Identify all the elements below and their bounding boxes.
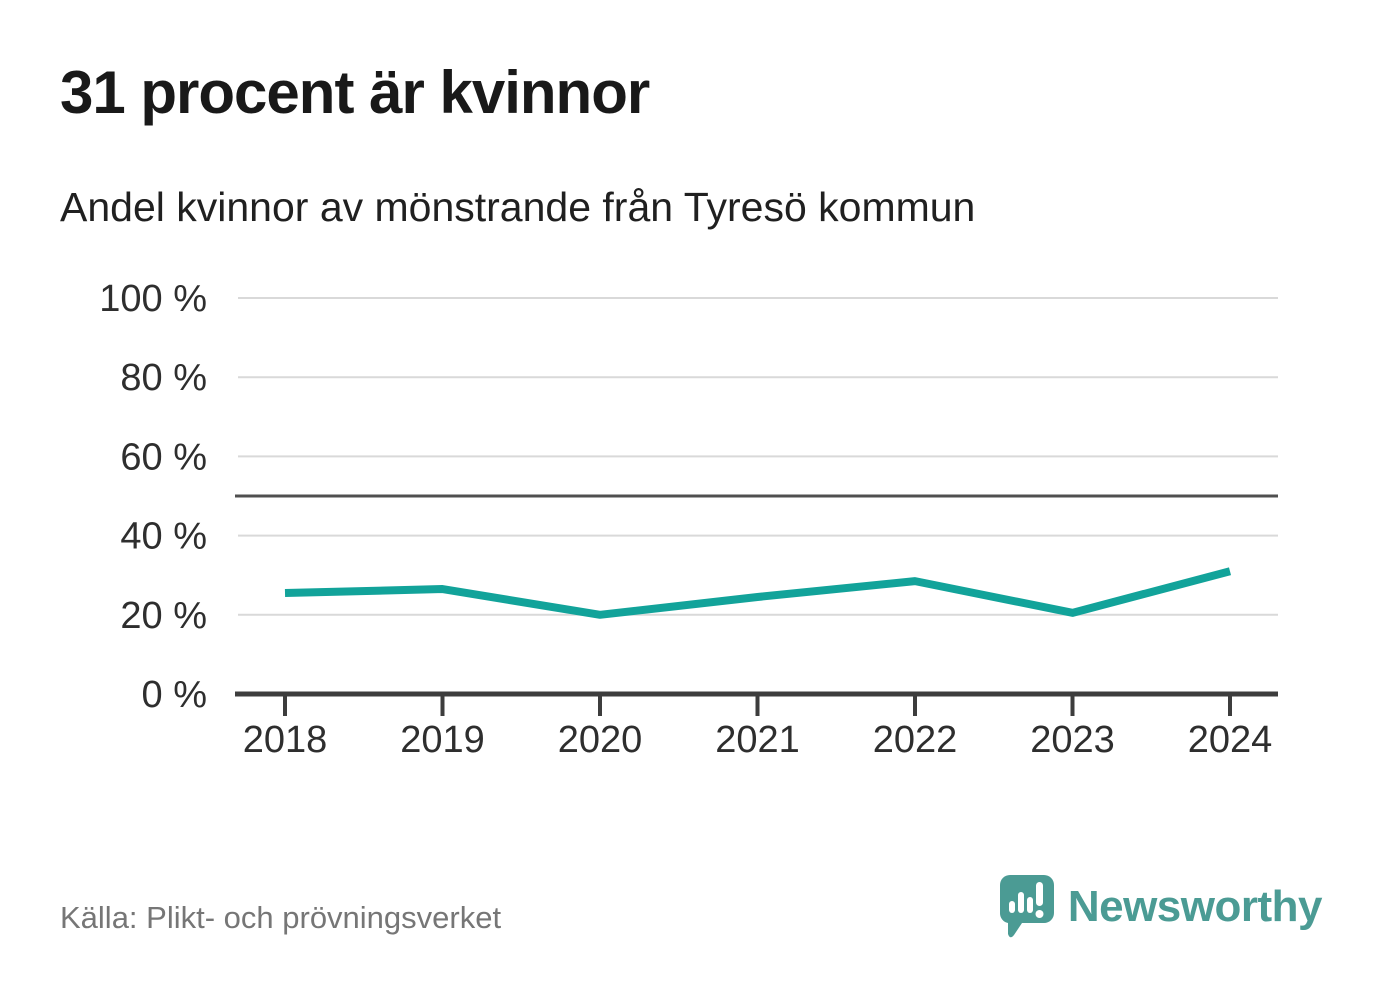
newsworthy-logo-text: Newsworthy <box>1067 882 1323 931</box>
source-note: Källa: Plikt- och prövningsverket <box>60 900 502 935</box>
x-tick-label-2021: 2021 <box>715 719 800 761</box>
y-tick-label-60: 60 % <box>120 436 207 478</box>
y-tick-label-20: 20 % <box>120 595 207 637</box>
newsworthy-logo-icon <box>999 875 1054 938</box>
x-tick-label-2023: 2023 <box>1030 719 1115 761</box>
y-tick-label-100: 100 % <box>99 278 207 320</box>
x-tick-label-2018: 2018 <box>243 719 328 761</box>
chart-subtitle: Andel kvinnor av mönstrande från Tyresö … <box>60 184 976 230</box>
x-tick-label-2022: 2022 <box>873 719 958 761</box>
chart-title: 31 procent är kvinnor <box>60 59 650 126</box>
y-tick-label-0: 0 % <box>142 674 207 716</box>
y-tick-label-80: 80 % <box>120 357 207 399</box>
newsworthy-logo: Newsworthy <box>999 875 1323 939</box>
x-tick-label-2020: 2020 <box>558 719 643 761</box>
x-tick-label-2024: 2024 <box>1188 719 1273 761</box>
data-line-andel-kvinnor-av-mönstrande <box>284 567 1232 619</box>
x-tick-label-2019: 2019 <box>400 719 485 761</box>
y-tick-label-40: 40 % <box>120 516 207 558</box>
